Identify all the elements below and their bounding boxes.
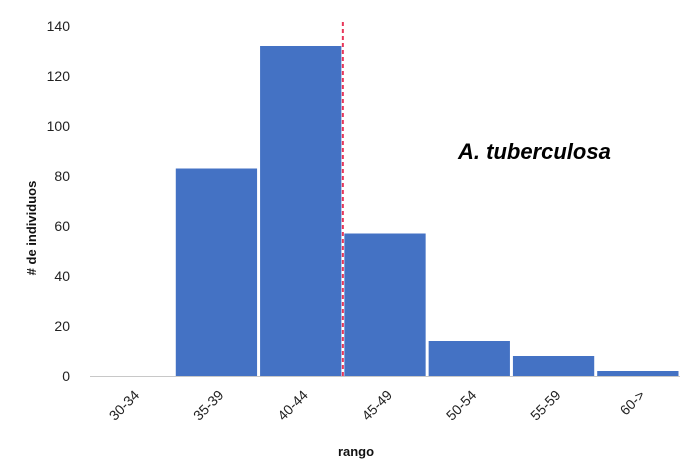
- bar-50-54: [428, 341, 510, 376]
- y-axis-label: # de individuos: [24, 181, 39, 276]
- y-tick-label: 120: [47, 68, 71, 84]
- x-tick-label: 35-39: [190, 387, 227, 424]
- x-tick-label: 40-44: [274, 387, 311, 424]
- x-axis-ticks: 30-34 35-39 40-44 45-49 50-54 55-59 60->: [106, 387, 648, 424]
- bar-55-59: [512, 356, 595, 376]
- bar-35-39: [175, 168, 258, 376]
- y-tick-label: 40: [54, 268, 70, 284]
- bar-40-44: [260, 46, 342, 376]
- x-tick-label: 60->: [617, 387, 648, 418]
- bars: [175, 46, 679, 376]
- y-axis-ticks: 0 20 40 60 80 100 120 140: [47, 18, 71, 384]
- x-tick-label: 50-54: [443, 387, 480, 424]
- y-tick-label: 100: [47, 118, 71, 134]
- x-tick-label: 45-49: [358, 387, 395, 424]
- x-tick-label: 30-34: [106, 387, 143, 424]
- y-tick-label: 0: [62, 368, 70, 384]
- y-tick-label: 80: [54, 168, 70, 184]
- y-tick-label: 20: [54, 318, 70, 334]
- species-annotation: A. tuberculosa: [457, 139, 611, 164]
- bar-60->: [597, 371, 679, 376]
- y-tick-label: 60: [54, 218, 70, 234]
- bar-45-49: [344, 233, 426, 376]
- y-tick-label: 140: [47, 18, 71, 34]
- x-axis-label: rango: [338, 444, 374, 459]
- x-tick-label: 55-59: [527, 387, 564, 424]
